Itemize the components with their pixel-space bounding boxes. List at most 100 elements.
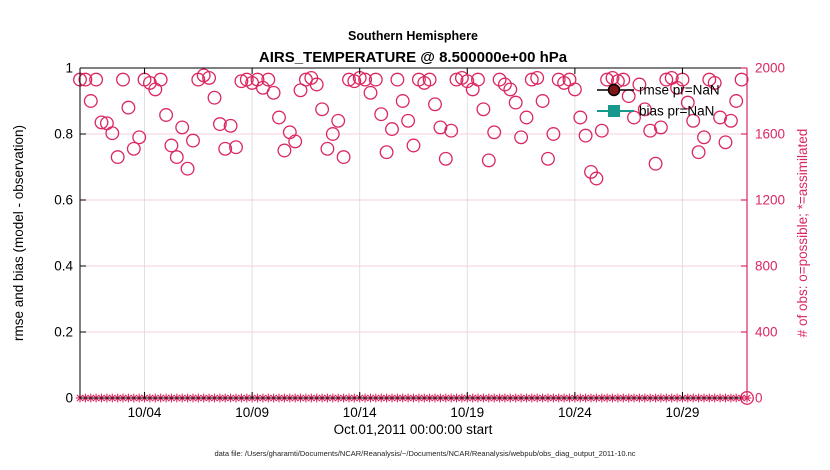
possible-circle-marker (218, 141, 233, 156)
possible-circle-marker (734, 72, 749, 87)
possible-circle-marker (180, 161, 195, 176)
data-file-path: data file: /Users/gharamti/Documents/NCA… (214, 449, 635, 458)
possible-circle-marker (492, 72, 507, 87)
left-tick-label: 0.6 (54, 193, 73, 208)
possible-circle-marker (401, 113, 416, 128)
possible-circle-marker (541, 151, 555, 166)
possible-circle-marker (277, 143, 292, 158)
right-tick-label: 400 (755, 325, 778, 340)
possible-circle-marker (202, 70, 217, 85)
possible-circle-marker (503, 82, 518, 97)
possible-circle-marker (594, 123, 609, 138)
right-y-axis-label: # of obs: o=possible; *=assimilated (795, 129, 810, 338)
possible-circle-marker (159, 108, 174, 122)
possible-circle-marker (621, 89, 636, 104)
possible-circle-marker (110, 150, 125, 165)
possible-circle-marker (422, 72, 437, 87)
possible-circle-marker (234, 74, 249, 89)
possible-circle-marker (385, 122, 399, 137)
possible-circle-marker (320, 141, 335, 156)
possible-circle-marker (288, 134, 303, 149)
possible-circle-marker (406, 138, 421, 153)
possible-circle-marker (707, 75, 722, 90)
possible-circle-marker (116, 72, 130, 87)
possible-circle-marker (524, 72, 539, 87)
possible-circle-marker (272, 110, 286, 125)
x-tick-label: 10/19 (450, 405, 484, 420)
possible-circle-marker (449, 72, 464, 87)
possible-circle-marker (374, 107, 389, 122)
possible-circle-marker (89, 72, 104, 87)
plot-title-variable: AIRS_TEMPERATURE @ 8.500000e+00 hPa (259, 49, 568, 66)
possible-circle-marker (315, 102, 330, 117)
left-y-axis-label: rmse and bias (model - observation) (11, 125, 26, 341)
possible-circle-marker (331, 113, 346, 128)
left-tick-label: 0.2 (54, 325, 73, 340)
possible-circle-marker (600, 72, 615, 87)
right-tick-label: 2000 (755, 61, 785, 76)
possible-circle-marker (567, 82, 582, 97)
possible-circle-marker (175, 120, 190, 135)
possible-circle-marker (342, 72, 356, 87)
possible-circle-marker (164, 138, 179, 153)
possible-circle-marker (659, 72, 674, 87)
possible-circle-marker (546, 127, 561, 141)
x-tick-label: 10/14 (343, 405, 377, 420)
possible-circle-marker (686, 113, 701, 128)
possible-circle-marker (691, 145, 706, 160)
possible-circle-marker (126, 141, 141, 156)
left-tick-label: 0.8 (54, 127, 73, 142)
right-tick-label: 1200 (755, 193, 785, 208)
possible-circle-marker (212, 117, 227, 132)
possible-circle-marker (718, 135, 733, 150)
possible-circle-marker (648, 156, 663, 171)
possible-circle-marker (643, 123, 658, 138)
possible-circle-marker (186, 133, 200, 148)
legend-bias-label: bias pr=NaN (639, 104, 714, 119)
possible-circle-marker (729, 94, 744, 108)
possible-circle-marker (368, 72, 383, 87)
possible-circle-marker (637, 102, 652, 117)
possible-circle-marker (573, 110, 588, 125)
possible-circle-marker (336, 150, 351, 165)
possible-circle-marker (653, 120, 668, 135)
left-tick-label: 1 (65, 61, 73, 76)
possible-circle-marker (132, 130, 147, 145)
possible-circle-marker (433, 120, 448, 135)
legend-rmse-marker-icon (607, 83, 621, 97)
possible-circle-marker (444, 123, 459, 138)
possible-circle-marker (83, 94, 98, 108)
x-tick-label: 10/04 (128, 405, 162, 420)
possible-circle-marker (358, 72, 373, 87)
possible-circle-marker (723, 113, 738, 128)
possible-circle-marker (309, 77, 324, 92)
possible-circle-marker (121, 100, 136, 115)
possible-circle-marker (697, 130, 711, 145)
possible-circle-marker (94, 115, 109, 130)
possible-circle-marker (616, 72, 631, 87)
possible-circle-marker (438, 151, 453, 166)
right-tick-label: 1600 (755, 127, 785, 142)
left-tick-label: 0 (65, 391, 73, 406)
possible-circle-marker (390, 72, 405, 87)
possible-circle-marker (153, 72, 168, 87)
possible-circle-marker (680, 95, 695, 110)
possible-circle-marker (169, 150, 184, 165)
right-tick-label: 0 (755, 391, 763, 406)
possible-circle-marker (713, 110, 728, 125)
possible-circle-marker (105, 126, 120, 141)
possible-circle-marker (519, 110, 534, 125)
possible-circle-marker (223, 118, 238, 133)
x-axis-label: Oct.01,2011 00:00:00 start (334, 422, 493, 437)
possible-circle-marker (395, 94, 410, 108)
possible-circle-marker (266, 85, 281, 100)
possible-circle-marker (530, 70, 545, 85)
possible-circle-marker (229, 140, 243, 155)
possible-circle-marker (379, 145, 394, 160)
legend: rmse pr=NaN bias pr=NaN (597, 83, 720, 119)
possible-circle-marker (508, 95, 523, 110)
plot-title-region: Southern Hemisphere (348, 29, 478, 43)
possible-circle-marker (589, 171, 604, 186)
